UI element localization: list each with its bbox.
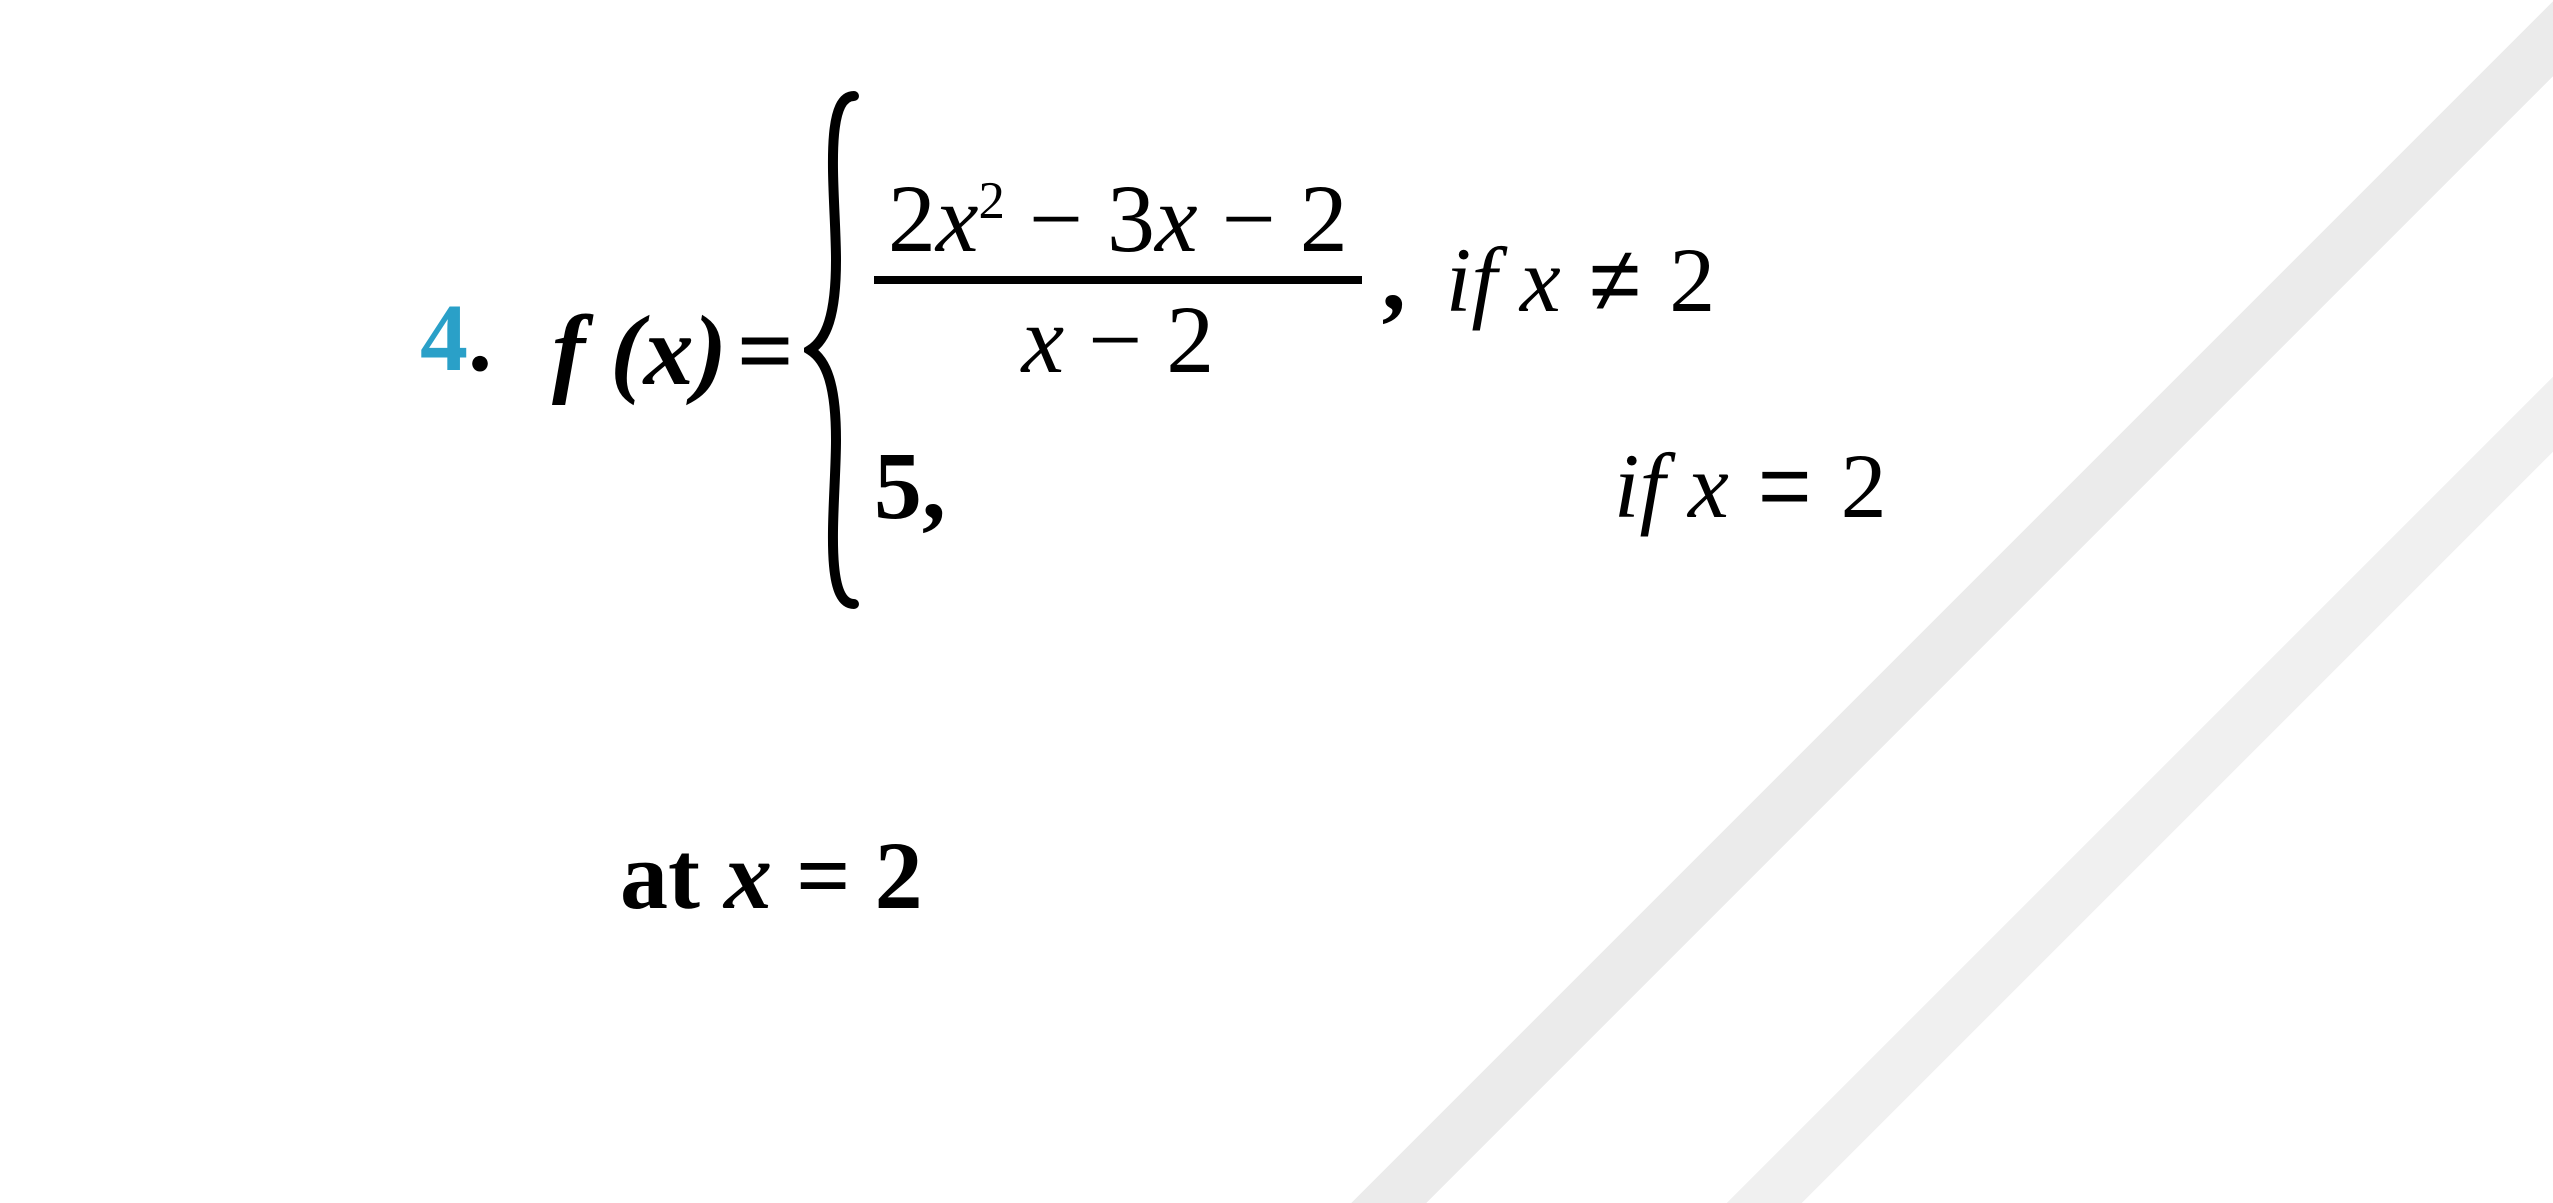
evaluate-at: at x = 2 — [620, 820, 923, 931]
fraction-bar — [874, 276, 1362, 284]
case-1-rel: ≠ — [1584, 229, 1647, 331]
question-number-dot: . — [468, 290, 492, 386]
page: 4. f (x) = 2x2 − 3x − 2 x − 2 , — [0, 0, 2553, 1203]
problem-block: 4. f (x) = 2x2 − 3x − 2 x − 2 , — [420, 90, 1887, 610]
case-2-condition: if x = 2 — [1614, 433, 1887, 539]
equals-sign: = — [737, 293, 794, 408]
at-eq: = — [796, 822, 851, 929]
case-2-if: if — [1614, 435, 1665, 537]
case-1-var: x — [1520, 229, 1561, 331]
case-1-if: if — [1446, 229, 1497, 331]
case-1-condition: if x ≠ 2 — [1446, 227, 1715, 333]
at-var: x — [724, 822, 772, 929]
case-1-rhs: 2 — [1669, 229, 1715, 331]
case-2-value-wrap: 5, — [874, 430, 1574, 541]
case-2-comma: , — [922, 432, 946, 539]
case-1: 2x2 − 3x − 2 x − 2 , if x ≠ 2 — [874, 169, 1887, 391]
cases-container: 2x2 − 3x − 2 x − 2 , if x ≠ 2 — [874, 159, 1887, 542]
left-brace-icon — [804, 90, 864, 610]
case-1-denominator: x − 2 — [1007, 290, 1228, 391]
case-1-fraction: 2x2 − 3x − 2 x − 2 — [874, 169, 1362, 391]
case-1-comma: , — [1382, 221, 1406, 332]
case-2-number: 5 — [874, 432, 922, 539]
piecewise-definition: f (x) = 2x2 − 3x − 2 x − 2 , if — [552, 90, 1887, 610]
at-prefix: at — [620, 822, 700, 929]
at-value: 2 — [875, 822, 923, 929]
case-2-var: x — [1688, 435, 1729, 537]
question-number-value: 4 — [420, 290, 468, 386]
case-2-value: 5, — [874, 430, 946, 541]
case-1-numerator: 2x2 − 3x − 2 — [874, 169, 1362, 270]
lhs-f-of-x: f (x) — [552, 293, 727, 408]
case-2-rhs: 2 — [1841, 435, 1887, 537]
case-2-rel: = — [1752, 435, 1818, 537]
case-2: 5, if x = 2 — [874, 430, 1887, 541]
question-number: 4. — [420, 290, 492, 386]
